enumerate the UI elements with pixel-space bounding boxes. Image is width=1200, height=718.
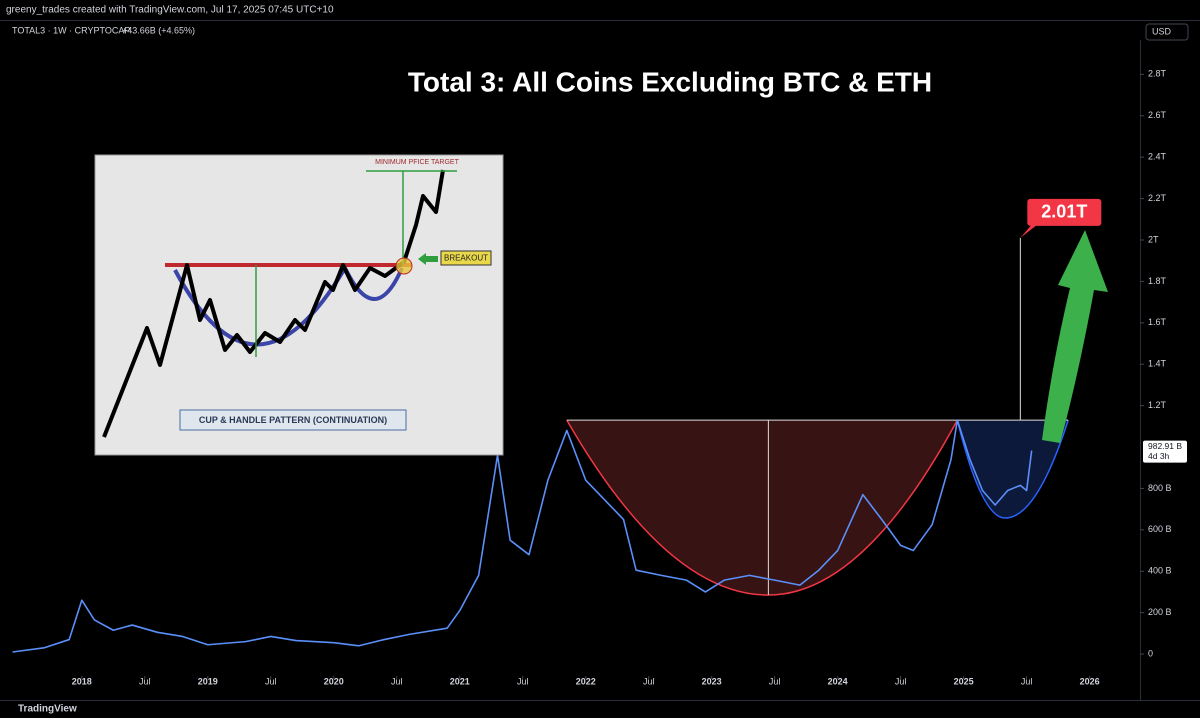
handle-curve [956,419,1069,519]
y-tick-label: 2T [1148,234,1159,244]
currency: USD [1152,26,1172,36]
countdown: 4d 3h [1148,451,1170,461]
y-tick-label: 200 B [1148,607,1172,617]
inset-background [94,154,504,456]
target-label: 2.01T [1041,202,1087,222]
inset-breakout: BREAKOUT [444,254,488,263]
x-tick-label: 2026 [1080,676,1100,686]
change: +43.66B (+4.65%) [122,25,195,35]
target-pointer [1020,223,1039,238]
target-label-box [1027,198,1102,226]
inset-diagram: BREAKOUT MINIMUM PFICE TARGET CUP & HAND… [94,154,504,456]
y-tick-label: 2.8T [1148,69,1167,79]
inset-target-label: MINIMUM PFICE TARGET [375,159,459,166]
y-tick-label: 1.6T [1148,317,1167,327]
x-tick-label: Jul [1021,676,1033,686]
symbol: TOTAL3 · 1W · CRYPTOCAP [12,25,130,35]
y-tick-label: 800 B [1148,483,1172,493]
x-tick-label: 2018 [72,676,92,686]
x-tick-label: Jul [391,676,403,686]
last-price-label: 982.91 B [1148,441,1182,451]
credit: greeny_trades created with TradingView.c… [6,5,334,16]
x-tick-label: 2023 [702,676,722,686]
x-tick-label: 2024 [828,676,848,686]
target-arrow [1042,230,1108,443]
x-tick-label: Jul [643,676,655,686]
brand: TradingView [18,704,77,715]
x-tick-label: 2019 [198,676,218,686]
inset-breakout-box [440,250,492,266]
x-tick-label: Jul [517,676,529,686]
x-tick-label: 2020 [324,676,344,686]
y-tick-label: 400 B [1148,566,1172,576]
inset-price [102,169,445,438]
cup-area [566,420,958,596]
x-tick-label: Jul [769,676,781,686]
inset-arrow [418,253,438,265]
y-tick-label: 2.4T [1148,152,1167,162]
inset-breakout-point [395,257,413,275]
price-line [12,419,1033,653]
inset-caption-box [179,409,407,431]
y-tick-label: 0 [1148,648,1153,658]
y-tick-label: 1.8T [1148,276,1167,286]
x-tick-label: Jul [139,676,151,686]
y-tick-label: 1.2T [1148,400,1167,410]
x-tick-label: 2022 [576,676,596,686]
last-price-box [1143,440,1187,463]
x-tick-label: Jul [895,676,907,686]
y-tick-label: 2.2T [1148,193,1167,203]
x-tick-label: 2021 [450,676,470,686]
x-tick-label: 2025 [954,676,974,686]
chart-title: Total 3: All Coins Excluding BTC & ETH [408,66,932,97]
y-tick-label: 1.4T [1148,359,1167,369]
inset-caption: CUP & HANDLE PATTERN (CONTINUATION) [199,415,387,425]
currency-box [1145,23,1189,41]
x-tick-label: Jul [265,676,277,686]
y-tick-label: 600 B [1148,524,1172,534]
y-tick-label: 2.6T [1148,110,1167,120]
